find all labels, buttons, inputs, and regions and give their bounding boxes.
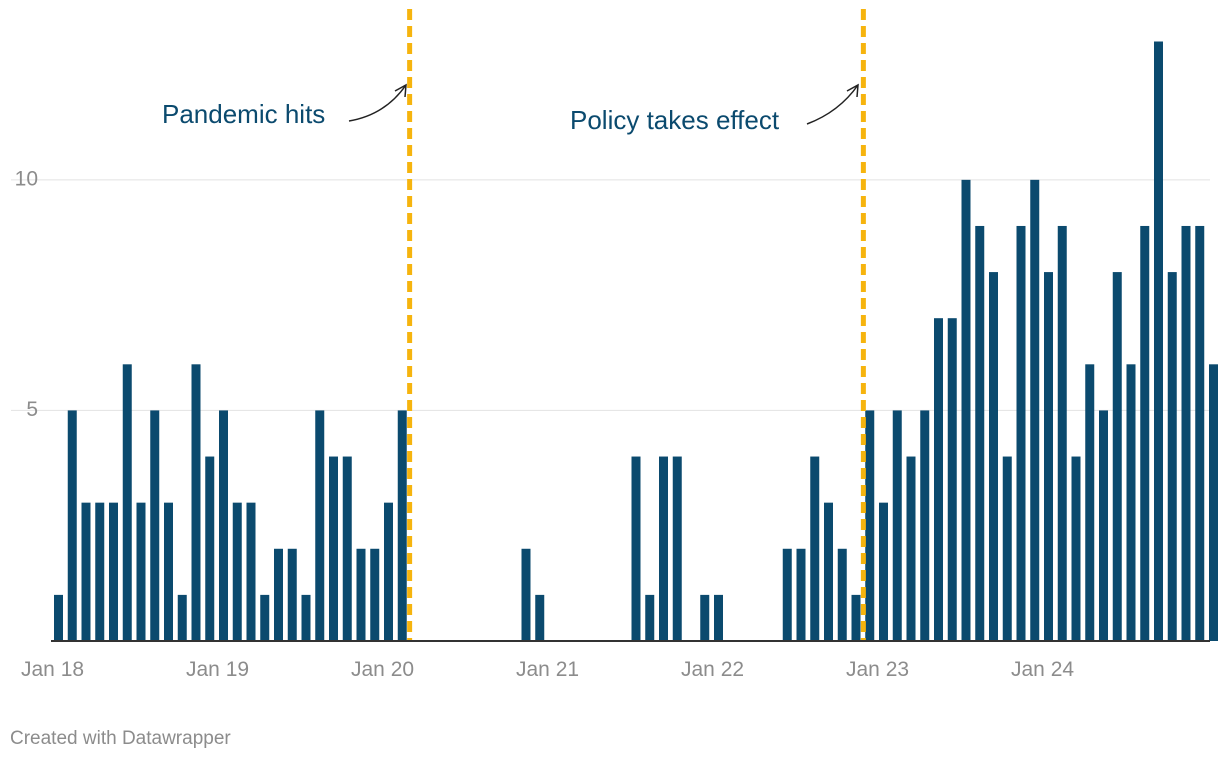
bar [191,364,201,641]
bar [315,410,325,641]
bar [1181,225,1191,641]
annotations: Pandemic hits Policy takes effect [162,83,859,135]
bar [177,594,187,641]
annotation-arrow [806,84,859,125]
bar [136,502,146,641]
bar [150,410,160,641]
y-tick-label: 5 [26,398,38,421]
bar [700,594,710,641]
bar [384,502,393,641]
y-axis-ticks: 5 10 [15,167,38,421]
x-tick-label: Jan 24 [1011,658,1074,681]
bar [879,502,888,641]
bar [232,502,242,641]
bar [1112,272,1122,641]
bar [906,456,916,641]
bar [1016,225,1026,641]
x-axis-ticks: Jan 18 Jan 19 Jan 20 Jan 21 Jan 22 Jan 23 Jan … [21,658,1074,681]
bar [645,594,655,641]
bar [714,594,723,641]
bar [54,594,63,641]
x-tick-label: Jan 21 [516,658,579,681]
bar [246,502,256,641]
annotation-label: Policy takes effect [570,105,780,135]
bar [109,502,118,641]
bar [1099,410,1108,641]
x-tick-label: Jan 19 [186,658,249,681]
bar [672,456,682,641]
bar [67,410,77,641]
bar [1085,364,1095,641]
bar [1044,272,1053,641]
bar [934,318,943,641]
bar [122,364,132,641]
bar [1154,41,1163,641]
bar [1057,225,1067,641]
bar [397,410,407,641]
bar [1209,364,1218,641]
bar [260,594,270,641]
bar [1140,225,1150,641]
bar [95,502,105,641]
bar [837,548,847,641]
credit-text: Created with Datawrapper [10,728,231,749]
bar [301,594,311,641]
bar [989,272,998,641]
annotation-arrowhead [846,83,859,98]
bar [824,502,833,641]
bar [521,548,531,641]
bars [54,41,1218,641]
bar [947,318,957,641]
bar [1071,456,1081,641]
bar [1126,364,1136,641]
bar [659,456,668,641]
annotation-arrowhead [394,83,407,98]
bar [81,502,91,641]
bar [851,594,861,641]
x-tick-label: Jan 20 [351,658,414,681]
x-tick-label: Jan 23 [846,658,909,681]
bar [1167,272,1177,641]
bar [810,456,820,641]
bar [329,456,338,641]
bar [892,410,902,641]
bar [1195,225,1205,641]
x-tick-label: Jan 18 [21,658,84,681]
bar [356,548,366,641]
bar [782,548,792,641]
annotation-label: Pandemic hits [162,99,325,129]
bar [631,456,641,641]
bar [961,179,971,641]
gridlines [11,179,1210,411]
bar [205,456,215,641]
bar [370,548,380,641]
bar [796,548,806,641]
bar [865,410,875,641]
y-tick-label: 10 [15,167,38,190]
bar [975,225,985,641]
bar [920,410,930,641]
bar [535,594,545,641]
event-markers [407,9,866,641]
bar [219,410,228,641]
bar [287,548,297,641]
x-tick-label: Jan 22 [681,658,744,681]
annotation-arrow [348,84,407,122]
bar [342,456,352,641]
bar [1002,456,1012,641]
bar [1030,179,1040,641]
bar [274,548,283,641]
bar [164,502,173,641]
